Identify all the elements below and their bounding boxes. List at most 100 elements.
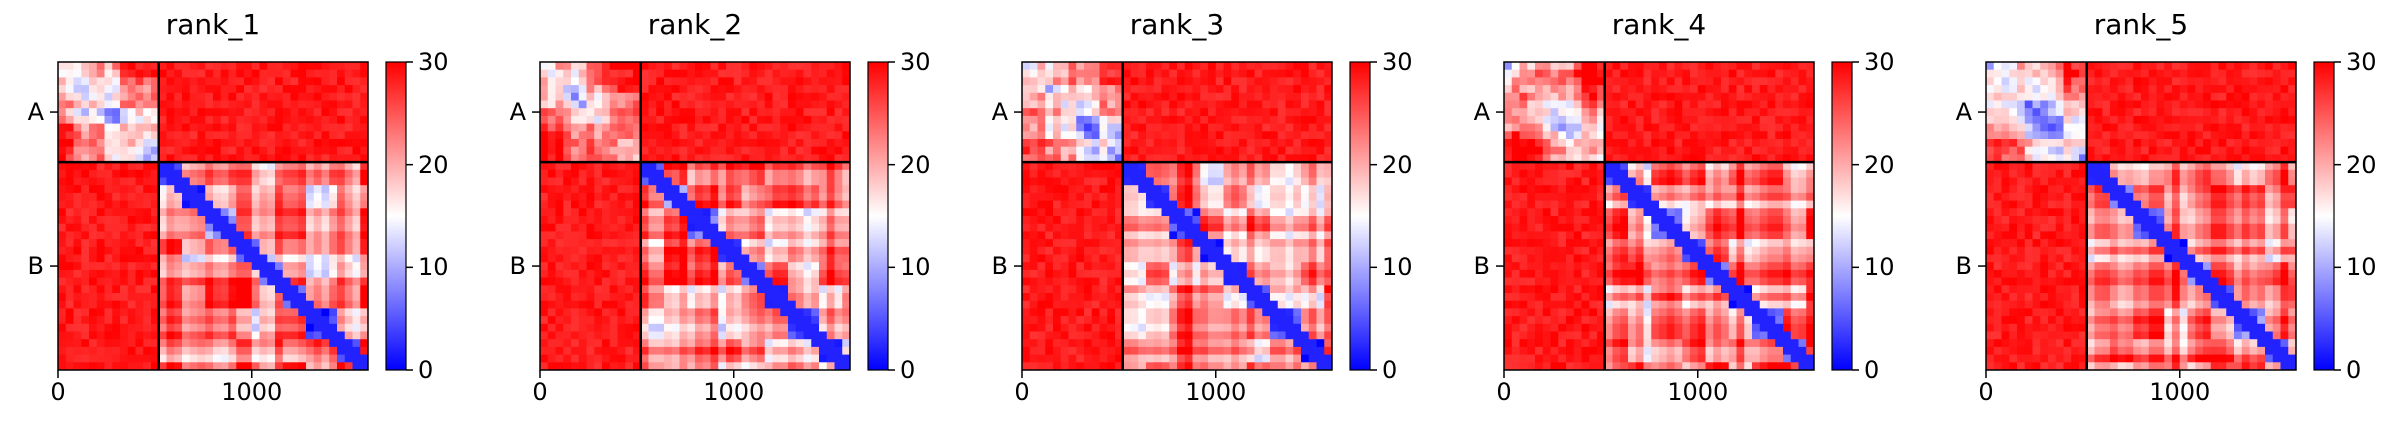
heatmap-cell (733, 316, 742, 325)
heatmap-cell (1301, 85, 1310, 94)
heatmap-cell (586, 269, 595, 278)
heatmap-cell (236, 285, 245, 294)
heatmap-cell (1076, 216, 1085, 225)
heatmap-cell (1215, 254, 1224, 263)
heatmap-cell (65, 331, 74, 340)
heatmap-cell (1231, 185, 1240, 194)
heatmap-cell (1076, 339, 1085, 348)
heatmap-cell (578, 177, 587, 186)
heatmap-cell (282, 208, 291, 217)
heatmap-cell (112, 216, 121, 225)
heatmap-cell (718, 231, 727, 240)
heatmap-cell (1550, 62, 1559, 71)
heatmap-cell (306, 323, 315, 332)
heatmap-cell (244, 316, 253, 325)
heatmap-cell (1138, 308, 1147, 317)
heatmap-cell (1316, 323, 1325, 332)
heatmap-cell (671, 200, 680, 209)
heatmap-cell (127, 277, 136, 286)
heatmap-cell (726, 69, 735, 78)
heatmap-cell (803, 185, 812, 194)
heatmap-cell (540, 216, 549, 225)
heatmap-cell (1223, 123, 1232, 132)
heatmap-cell (664, 169, 673, 178)
heatmap-cell (244, 162, 253, 171)
heatmap-cell (571, 269, 580, 278)
heatmap-cell (1130, 254, 1139, 263)
heatmap-cell (1161, 62, 1170, 71)
heatmap-cell (259, 62, 268, 71)
heatmap-cell (1122, 85, 1131, 94)
heatmap-cell (733, 285, 742, 294)
heatmap-cell (1184, 192, 1193, 201)
heatmap-cell (1324, 223, 1333, 232)
heatmap-cell (321, 293, 330, 302)
heatmap-cell (834, 85, 843, 94)
heatmap-cell (306, 293, 315, 302)
heatmap-cell (236, 308, 245, 317)
heatmap-cell (547, 115, 556, 124)
heatmap-cell (205, 246, 214, 255)
heatmap-cell (1146, 192, 1155, 201)
heatmap-cell (73, 154, 82, 163)
heatmap-cell (1324, 331, 1333, 340)
heatmap-cell (811, 154, 820, 163)
heatmap-cell (1068, 100, 1077, 109)
heatmap-cell (571, 108, 580, 117)
heatmap-cell (602, 192, 611, 201)
heatmap-cell (244, 331, 253, 340)
heatmap-cell (1262, 293, 1271, 302)
heatmap-cell (1301, 339, 1310, 348)
heatmap-cell (1153, 162, 1162, 171)
heatmap-cell (166, 339, 175, 348)
heatmap-cell (788, 146, 797, 155)
heatmap-cell (58, 216, 67, 225)
heatmap-cell (58, 339, 67, 348)
heatmap-cell (1262, 308, 1271, 317)
heatmap-cell (1239, 339, 1248, 348)
heatmap-cell (1053, 115, 1062, 124)
heatmap-cell (143, 262, 152, 271)
heatmap-cell (780, 131, 789, 140)
heatmap-cell (104, 223, 113, 232)
heatmap-cell (1130, 239, 1139, 248)
heatmap-cell (1254, 185, 1263, 194)
heatmap-cell (158, 146, 167, 155)
heatmap-cell (306, 223, 315, 232)
heatmap-cell (1037, 92, 1046, 101)
heatmap-cell (1208, 308, 1217, 317)
heatmap-cell (1293, 169, 1302, 178)
heatmap-cell (259, 131, 268, 140)
heatmap-cell (563, 62, 572, 71)
heatmap-cell (337, 139, 346, 148)
heatmap-cell (1612, 69, 1621, 78)
heatmap-cell (664, 262, 673, 271)
heatmap-cell (571, 192, 580, 201)
heatmap-cell (1076, 300, 1085, 309)
heatmap-cell (104, 108, 113, 117)
heatmap-cell (540, 316, 549, 325)
heatmap-cell (540, 246, 549, 255)
heatmap-cell (1053, 85, 1062, 94)
heatmap-cell (687, 277, 696, 286)
heatmap-cell (337, 316, 346, 325)
heatmap-cell (244, 223, 253, 232)
heatmap-cell (625, 177, 634, 186)
heatmap-cell (749, 146, 758, 155)
heatmap-cell (1301, 354, 1310, 363)
heatmap-cell (664, 300, 673, 309)
heatmap-cell (1254, 231, 1263, 240)
heatmap-cell (65, 293, 74, 302)
heatmap-cell (166, 285, 175, 294)
heatmap-cell (259, 262, 268, 271)
heatmap-cell (275, 77, 284, 86)
heatmap-cell (143, 339, 152, 348)
heatmap-cell (795, 154, 804, 163)
heatmap-cell (360, 231, 369, 240)
heatmap-cell (290, 246, 299, 255)
heatmap-cell (563, 115, 572, 124)
heatmap-cell (267, 254, 276, 263)
heatmap-cell (73, 239, 82, 248)
heatmap-cell (228, 216, 237, 225)
heatmap-cell (96, 62, 105, 71)
